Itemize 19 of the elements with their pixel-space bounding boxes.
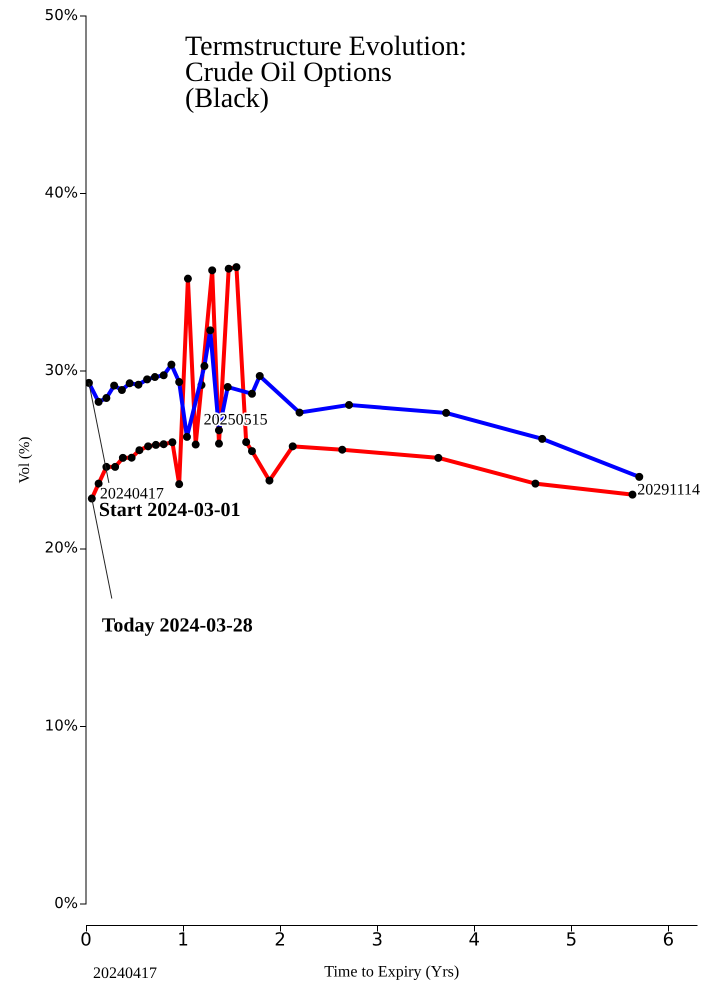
text: Today 2024-03-28 [102, 614, 253, 637]
text: Termstructure Evolution: Crude Oil Options (Black) [185, 31, 467, 114]
x-tick-label: 5 [566, 929, 578, 950]
text: 20240417 [93, 965, 157, 982]
y-tick-label: 50% [44, 6, 78, 24]
y-tick-label: 10% [44, 716, 78, 734]
y-tick-label: 0% [54, 894, 78, 912]
x-tick-label: 0 [80, 929, 92, 950]
y-axis-title: Vol (%) [16, 436, 33, 484]
x-axis-title: Time to Expiry (Yrs) [324, 964, 460, 981]
x-tick-label: 1 [177, 929, 189, 950]
y-tick-label: 20% [44, 538, 78, 557]
x-tick-label: 4 [468, 929, 480, 950]
x-tick-label: 2 [274, 929, 286, 950]
y-tick-label: 30% [44, 361, 78, 380]
x-tick-label: 6 [662, 929, 674, 950]
x-tick-label: 3 [371, 929, 383, 950]
y-tick-label: 40% [44, 183, 78, 202]
annotation: 20291114 [637, 482, 700, 499]
